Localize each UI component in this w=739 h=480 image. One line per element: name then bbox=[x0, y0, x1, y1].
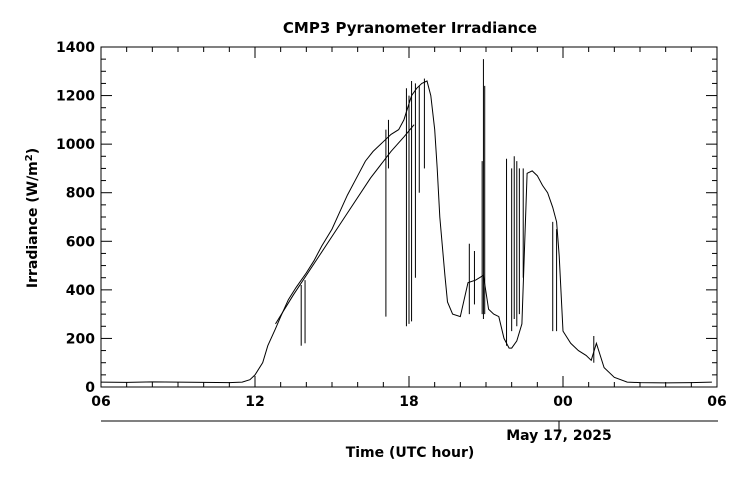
x-tick-labels: 06 12 18 00 06 bbox=[91, 394, 726, 410]
x-tick-label: 18 bbox=[399, 394, 418, 410]
x-tick-label: 06 bbox=[91, 394, 110, 410]
x-tick-label: 12 bbox=[245, 394, 264, 410]
chart-title: CMP3 Pyranometer Irradiance bbox=[283, 19, 537, 37]
series-line-1 bbox=[100, 80, 712, 384]
data-series bbox=[100, 59, 712, 384]
y-tick-label: 1000 bbox=[56, 137, 95, 153]
y-tick-label: 0 bbox=[85, 380, 95, 396]
y-tick-label: 1400 bbox=[56, 40, 95, 56]
y-tick-label: 400 bbox=[66, 283, 95, 299]
y-tick-label: 200 bbox=[66, 331, 95, 347]
y-tick-labels: 0 200 400 600 800 1000 1200 1400 bbox=[56, 40, 95, 396]
y-tick-label: 1200 bbox=[56, 89, 95, 105]
y-axis-label-superscript: 2 bbox=[24, 154, 35, 161]
y-axis-label: Irradiance (W/m2) bbox=[24, 148, 41, 288]
axes bbox=[100, 46, 718, 388]
x-tick-label: 06 bbox=[707, 394, 726, 410]
date-label: May 17, 2025 bbox=[506, 428, 612, 444]
y-tick-label: 600 bbox=[66, 234, 95, 250]
x-tick-label: 00 bbox=[553, 394, 573, 410]
x-axis-label: Time (UTC hour) bbox=[346, 445, 475, 461]
series-line-2 bbox=[275, 124, 415, 325]
y-tick-label: 800 bbox=[66, 186, 95, 202]
